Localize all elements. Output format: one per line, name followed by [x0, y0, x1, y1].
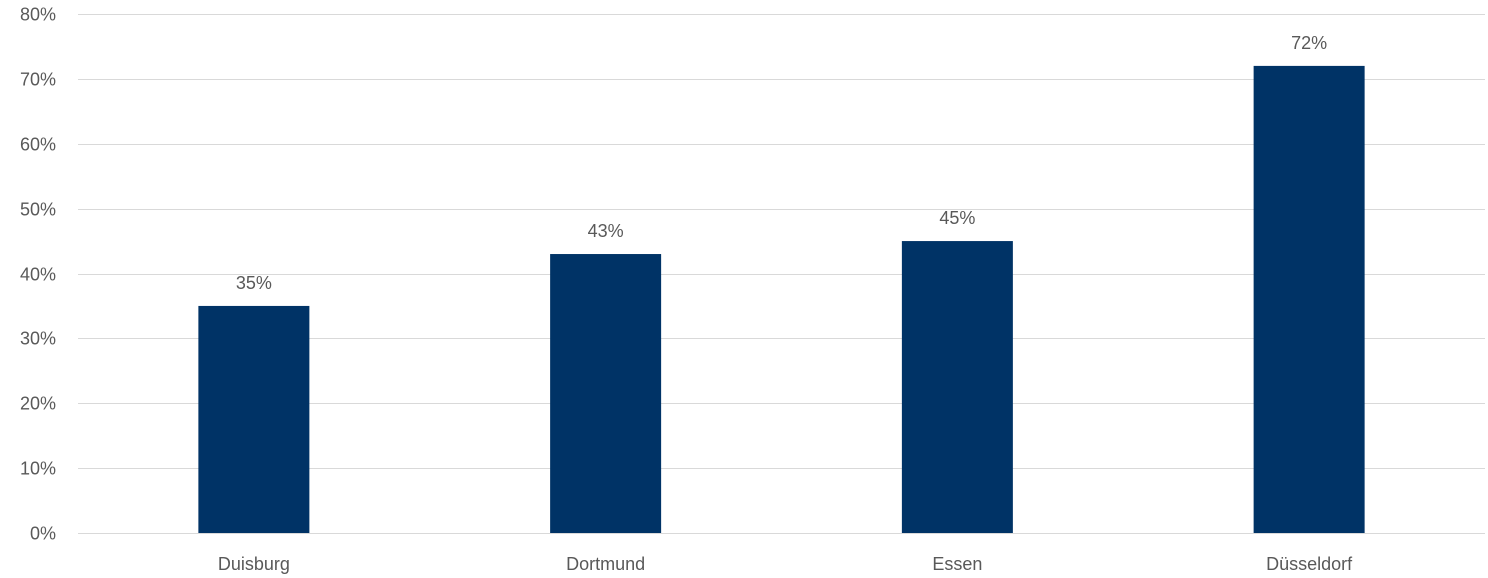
x-axis-tick-labels: Duisburg Dortmund Essen Düsseldorf [218, 554, 1353, 574]
y-tick-label: 60% [20, 135, 56, 155]
y-tick-label: 30% [20, 329, 56, 349]
x-tick-label: Duisburg [218, 554, 290, 574]
bars [198, 65, 1365, 534]
y-tick-label: 0% [30, 524, 56, 544]
y-tick-label: 10% [20, 459, 56, 479]
x-tick-label: Dortmund [566, 554, 645, 574]
data-label: 43% [588, 221, 624, 241]
y-tick-label: 80% [20, 5, 56, 25]
bar-duisburg [198, 305, 310, 533]
data-label: 45% [939, 208, 975, 228]
y-tick-label: 50% [20, 200, 56, 220]
x-tick-label: Essen [932, 554, 982, 574]
y-tick-label: 20% [20, 394, 56, 414]
y-axis-tick-labels: 0% 10% 20% 30% 40% 50% 60% 70% 80% [20, 5, 56, 544]
data-label: 35% [236, 273, 272, 293]
bar-essen [901, 241, 1013, 533]
x-tick-label: Düsseldorf [1266, 554, 1353, 574]
gridlines [78, 14, 1485, 534]
data-label: 72% [1291, 33, 1327, 53]
bar-düsseldorf [1253, 65, 1365, 534]
bar-dortmund [550, 254, 662, 533]
y-tick-label: 40% [20, 265, 56, 285]
data-labels: 35% 43% 45% 72% [236, 33, 1327, 293]
y-tick-label: 70% [20, 70, 56, 90]
